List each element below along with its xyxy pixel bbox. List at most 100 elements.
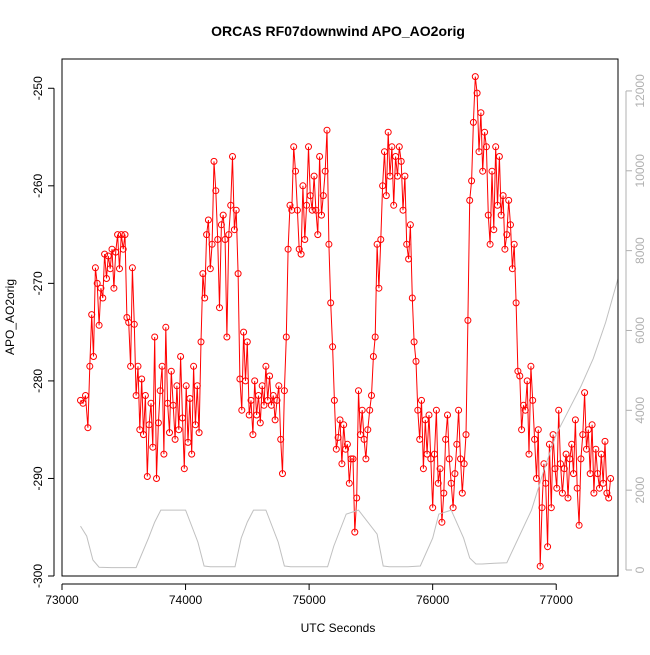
apo-point (492, 143, 500, 151)
apo-point (203, 231, 211, 239)
apo-point (440, 489, 448, 497)
x-tick-label: 76000 (416, 593, 450, 607)
y-tick-label: -280 (31, 369, 45, 393)
apo-point (323, 126, 331, 134)
apo-point (340, 421, 348, 429)
x-tick-label: 73000 (45, 593, 79, 607)
apo-point (570, 470, 577, 478)
apo-point (540, 460, 548, 468)
apo-point (219, 211, 227, 219)
apo-point (312, 206, 320, 214)
apo-point (255, 392, 262, 399)
apo-point (247, 396, 255, 404)
y2-tick-label: 4000 (633, 397, 647, 424)
y2-tick-label: 0 (633, 566, 647, 573)
apo-point (201, 294, 209, 302)
apo-point (82, 392, 89, 399)
apo-point (138, 375, 146, 383)
apo-point (169, 401, 177, 409)
apo-point (234, 270, 242, 278)
apo-point (475, 148, 483, 156)
apo-point (583, 445, 590, 453)
apo-point (91, 264, 99, 272)
apo-point (518, 426, 526, 434)
apo-point (429, 504, 437, 512)
apo-point (177, 353, 185, 360)
apo-point (88, 311, 96, 319)
apo-point (186, 395, 194, 402)
apo-point (416, 435, 424, 443)
apo-point (267, 401, 275, 409)
apo-point (190, 362, 198, 370)
apo-point (484, 211, 492, 219)
apo-point (462, 431, 470, 439)
apo-point (116, 265, 123, 273)
apo-point (97, 284, 105, 292)
apo-point (501, 245, 509, 253)
apo-point (217, 221, 225, 229)
apo-point (497, 211, 505, 219)
apo-point (279, 470, 286, 478)
apo-point (266, 372, 274, 380)
y-axis-label: APO_AO2orig (3, 279, 17, 355)
apo-point (419, 465, 427, 473)
apo-point (127, 362, 135, 370)
apo-point (527, 362, 535, 370)
apo-point (558, 489, 566, 497)
apo-point (182, 382, 190, 390)
apo-point (451, 470, 459, 478)
apo-point (301, 236, 309, 243)
apo-point (401, 172, 409, 180)
x-tick-label: 77000 (540, 593, 574, 607)
apo-point (590, 489, 598, 497)
y-tick-label: -290 (31, 466, 45, 490)
apo-point (355, 387, 362, 395)
apo-point (471, 73, 479, 81)
apo-point (256, 419, 264, 427)
apo-point (332, 445, 340, 453)
apo-point (442, 435, 450, 443)
apo-point (453, 440, 461, 448)
apo-point (557, 460, 564, 468)
apo-point (394, 172, 401, 180)
apo-point (229, 153, 236, 160)
apo-point (149, 443, 157, 451)
apo-point (414, 406, 422, 414)
apo-point (436, 465, 444, 473)
apo-point (431, 450, 438, 458)
apo-point (197, 338, 205, 346)
apo-point (199, 270, 207, 278)
apo-point (262, 362, 270, 370)
apo-point (538, 504, 546, 512)
apo-point (408, 294, 416, 302)
apo-line (80, 76, 612, 567)
apo-point (314, 231, 322, 239)
apo-point (464, 316, 472, 324)
apo-point (412, 357, 420, 365)
apo-point (101, 250, 109, 258)
apo-point (562, 450, 570, 458)
apo-point (329, 343, 337, 351)
apo-point (284, 245, 292, 253)
apo-point (438, 518, 446, 526)
x-tick-label: 75000 (292, 593, 326, 607)
apo-point (542, 479, 550, 487)
apo-point (95, 321, 103, 329)
apo-point (299, 182, 307, 190)
apo-point (390, 201, 398, 209)
apo-point (106, 265, 114, 273)
apo-point (240, 328, 248, 336)
apo-point (495, 153, 503, 160)
apo-point (166, 429, 173, 437)
apo-point (566, 455, 574, 463)
apo-point (397, 157, 405, 165)
apo-point (427, 455, 435, 463)
apo-point (395, 143, 403, 151)
apo-point (275, 382, 283, 390)
apo-point (596, 484, 603, 492)
apo-point (310, 172, 318, 180)
apo-point (103, 275, 110, 282)
apo-point (306, 192, 314, 200)
